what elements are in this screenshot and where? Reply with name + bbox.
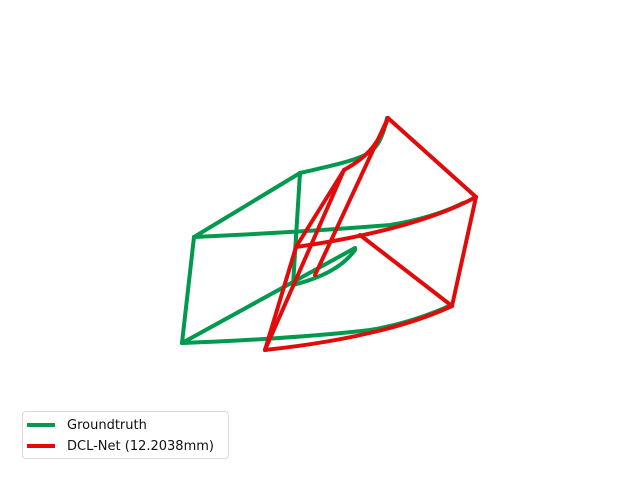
- prediction-wireframe: [263, 116, 478, 352]
- pred-curve: [342, 116, 390, 172]
- pred-edge: [358, 233, 454, 308]
- legend-item-prediction: DCL-Net (12.2038mm): [27, 436, 214, 456]
- gt-edge: [180, 235, 196, 345]
- pred-edge: [294, 168, 346, 249]
- groundtruth-label: Groundtruth: [67, 417, 147, 433]
- pred-curve: [294, 195, 478, 249]
- gt-edge: [192, 171, 302, 239]
- legend: Groundtruth DCL-Net (12.2038mm): [22, 411, 229, 459]
- pred-edge: [263, 168, 346, 352]
- pred-edge: [263, 245, 298, 352]
- pred-edge: [386, 116, 478, 199]
- gt-edge: [180, 246, 357, 345]
- gt-edge: [291, 171, 302, 287]
- pred-edge: [450, 195, 478, 308]
- legend-item-groundtruth: Groundtruth: [27, 415, 147, 435]
- gt-curve: [291, 248, 357, 287]
- gt-curve: [180, 303, 453, 345]
- groundtruth-swatch: [27, 423, 55, 427]
- prediction-label: DCL-Net (12.2038mm): [67, 438, 214, 454]
- prediction-swatch: [27, 444, 55, 448]
- pred-curve: [263, 304, 454, 352]
- groundtruth-wireframe: [180, 116, 465, 345]
